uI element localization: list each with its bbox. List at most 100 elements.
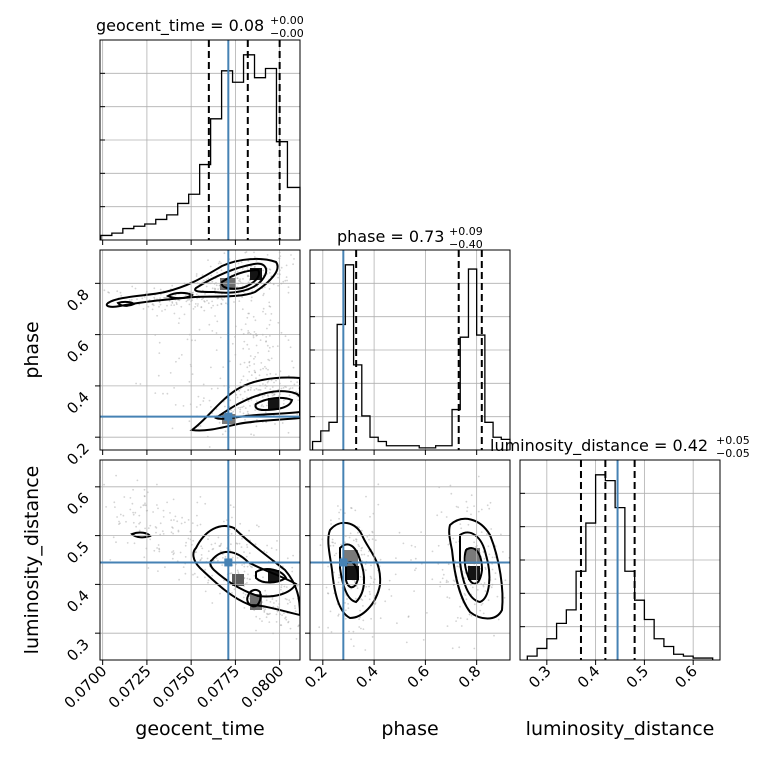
x-tick-label-geocent_time: 0.0800 <box>238 662 288 712</box>
sample-point <box>265 367 268 370</box>
sample-point <box>130 298 133 301</box>
sample-point <box>273 393 276 396</box>
sample-point <box>282 403 285 405</box>
sample-point <box>244 407 247 409</box>
sample-point <box>113 501 116 504</box>
sample-point <box>241 537 243 540</box>
sample-point <box>267 395 270 398</box>
sample-point <box>465 598 468 601</box>
sample-point <box>158 301 161 303</box>
sample-point <box>178 317 181 320</box>
sample-point <box>516 513 518 515</box>
sample-point <box>252 315 255 318</box>
sample-point <box>277 284 279 287</box>
sample-point <box>260 405 263 407</box>
sample-point <box>264 589 267 592</box>
sample-point <box>239 280 242 283</box>
sample-point <box>468 613 471 616</box>
sample-point <box>253 363 256 365</box>
sample-point <box>255 615 258 618</box>
sample-point <box>173 304 176 306</box>
sample-point <box>233 588 236 591</box>
sample-point <box>266 254 269 256</box>
sample-point <box>247 260 250 262</box>
sample-point <box>480 531 483 533</box>
sample-point <box>248 360 251 363</box>
sample-point <box>491 556 494 559</box>
sample-point <box>218 260 221 263</box>
sample-point <box>358 545 360 548</box>
sample-point <box>311 399 313 401</box>
sample-point <box>242 412 245 415</box>
sample-point <box>267 380 270 382</box>
sample-point <box>319 544 322 547</box>
sample-point <box>232 410 235 413</box>
sample-point <box>466 506 469 509</box>
sample-point <box>238 389 241 392</box>
sample-point <box>482 550 485 553</box>
sample-point <box>364 563 367 566</box>
sample-point <box>285 264 288 267</box>
sample-point <box>285 616 287 618</box>
sample-point <box>497 618 500 621</box>
sample-point <box>282 386 285 389</box>
contour-e-left-outer <box>327 521 382 620</box>
sample-point <box>247 573 249 576</box>
sample-point <box>368 585 370 588</box>
sample-point <box>211 300 214 303</box>
sample-point <box>288 375 290 377</box>
sample-point <box>287 431 290 434</box>
sample-point <box>356 587 359 590</box>
sample-point <box>115 541 117 544</box>
sample-point <box>231 556 234 559</box>
sample-point <box>174 404 177 406</box>
sample-point <box>185 294 187 296</box>
sample-point <box>120 294 123 297</box>
sample-point <box>238 542 241 545</box>
sample-point <box>252 336 255 339</box>
sample-point <box>135 525 138 528</box>
sample-point <box>180 305 183 308</box>
sample-point <box>384 600 387 603</box>
sample-point <box>159 533 162 536</box>
sample-point <box>201 298 203 301</box>
sample-point <box>138 303 141 306</box>
sample-point <box>368 590 371 593</box>
sample-point <box>249 405 251 407</box>
sample-point <box>488 507 491 510</box>
sample-point <box>184 521 186 524</box>
sample-point <box>126 542 129 544</box>
sample-point <box>491 568 494 571</box>
sample-point <box>333 554 336 557</box>
sample-point <box>242 278 244 280</box>
sample-point <box>331 376 333 378</box>
sample-point <box>245 251 248 253</box>
sample-point <box>187 519 190 521</box>
sample-point <box>431 550 434 553</box>
sample-point <box>229 504 232 507</box>
contour-d-inner2 <box>246 588 262 608</box>
sample-point <box>158 352 161 354</box>
sample-point <box>268 323 271 326</box>
sample-point <box>447 563 450 566</box>
sample-point <box>217 262 220 265</box>
contour-lower-outer <box>189 376 300 432</box>
sample-point <box>249 565 252 568</box>
sample-point <box>358 626 361 628</box>
sample-point <box>270 547 273 550</box>
sample-point <box>394 573 397 576</box>
sample-point <box>415 567 417 570</box>
sample-point <box>143 504 146 506</box>
sample-point <box>331 541 334 544</box>
sample-point <box>266 344 269 347</box>
title-geocent-time-main: geocent_time = 0.08 <box>96 16 264 36</box>
sample-point <box>295 390 297 393</box>
sample-point <box>116 290 119 293</box>
sample-point <box>354 509 357 512</box>
sample-point <box>229 572 232 575</box>
sample-point <box>283 399 285 402</box>
sample-point <box>436 514 439 517</box>
sample-point <box>413 590 415 592</box>
sample-point <box>248 361 251 364</box>
sample-point <box>254 355 257 358</box>
